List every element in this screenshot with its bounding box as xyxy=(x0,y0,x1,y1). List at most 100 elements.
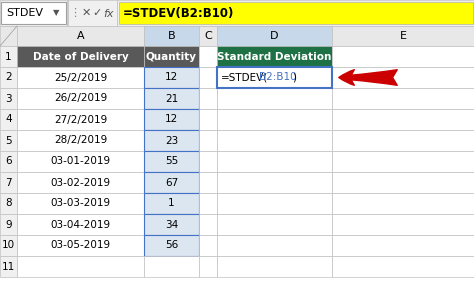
Bar xyxy=(17,88,144,109)
Bar xyxy=(144,193,199,214)
Text: 27/2/2019: 27/2/2019 xyxy=(54,115,107,125)
Text: fx: fx xyxy=(104,9,114,19)
Bar xyxy=(199,172,217,193)
Bar xyxy=(17,26,144,46)
Text: 8: 8 xyxy=(5,198,12,209)
Bar xyxy=(0,46,17,67)
Bar xyxy=(199,67,217,88)
Bar xyxy=(332,214,474,235)
Bar xyxy=(217,67,332,88)
Text: 9: 9 xyxy=(5,219,12,229)
Bar xyxy=(332,172,474,193)
Bar xyxy=(144,26,199,46)
Bar xyxy=(217,256,332,277)
Text: D: D xyxy=(270,31,279,41)
Bar xyxy=(332,46,474,67)
Bar xyxy=(217,88,332,109)
Text: 3: 3 xyxy=(5,93,12,103)
Text: ⋮: ⋮ xyxy=(69,8,81,18)
Bar xyxy=(0,109,17,130)
Text: 56: 56 xyxy=(165,241,178,251)
Bar xyxy=(0,0,474,26)
Bar xyxy=(0,214,17,235)
Bar xyxy=(144,109,199,130)
Bar xyxy=(17,172,144,193)
Text: =STDEV(: =STDEV( xyxy=(221,72,268,82)
Bar xyxy=(0,26,17,46)
Text: ▼: ▼ xyxy=(53,9,59,17)
Bar xyxy=(199,130,217,151)
Text: C: C xyxy=(204,31,212,41)
Bar xyxy=(0,151,17,172)
Text: 11: 11 xyxy=(2,262,15,272)
Bar xyxy=(0,88,17,109)
Text: ): ) xyxy=(292,72,296,82)
Text: B2:B10: B2:B10 xyxy=(259,72,297,82)
Text: B: B xyxy=(168,31,175,41)
Text: 03-01-2019: 03-01-2019 xyxy=(50,156,110,166)
Bar xyxy=(332,26,474,46)
Text: 6: 6 xyxy=(5,156,12,166)
Bar xyxy=(199,151,217,172)
Text: 03-03-2019: 03-03-2019 xyxy=(50,198,110,209)
Bar xyxy=(332,235,474,256)
Bar xyxy=(217,214,332,235)
Text: 7: 7 xyxy=(5,178,12,188)
Text: 12: 12 xyxy=(165,72,178,82)
Bar xyxy=(332,67,474,88)
Bar xyxy=(0,130,17,151)
Bar xyxy=(217,151,332,172)
Bar xyxy=(217,193,332,214)
Bar xyxy=(217,235,332,256)
Text: A: A xyxy=(77,31,84,41)
Text: 25/2/2019: 25/2/2019 xyxy=(54,72,107,82)
Bar xyxy=(17,130,144,151)
Bar xyxy=(332,256,474,277)
Bar xyxy=(217,109,332,130)
Bar xyxy=(17,235,144,256)
Bar xyxy=(332,193,474,214)
Bar xyxy=(67,0,69,26)
Bar xyxy=(217,46,332,67)
Text: 03-04-2019: 03-04-2019 xyxy=(50,219,110,229)
Bar xyxy=(199,109,217,130)
Bar xyxy=(199,256,217,277)
Text: 5: 5 xyxy=(5,135,12,146)
Text: 1: 1 xyxy=(168,198,175,209)
Text: 55: 55 xyxy=(165,156,178,166)
Bar xyxy=(17,151,144,172)
Bar xyxy=(17,256,144,277)
Text: 28/2/2019: 28/2/2019 xyxy=(54,135,107,146)
Text: STDEV: STDEV xyxy=(7,8,44,18)
Text: 23: 23 xyxy=(165,135,178,146)
Text: 03-02-2019: 03-02-2019 xyxy=(50,178,110,188)
Bar xyxy=(117,0,118,26)
Bar xyxy=(17,193,144,214)
Text: 10: 10 xyxy=(2,241,15,251)
Bar xyxy=(0,67,17,88)
Bar xyxy=(144,214,199,235)
Bar xyxy=(199,88,217,109)
Bar xyxy=(17,214,144,235)
Bar xyxy=(332,109,474,130)
Text: Quantity: Quantity xyxy=(146,52,197,62)
Bar xyxy=(0,256,17,277)
Text: 1: 1 xyxy=(5,52,12,62)
Bar xyxy=(217,130,332,151)
Bar xyxy=(332,130,474,151)
Text: 67: 67 xyxy=(165,178,178,188)
Bar xyxy=(199,193,217,214)
Text: 12: 12 xyxy=(165,115,178,125)
Text: 03-05-2019: 03-05-2019 xyxy=(50,241,110,251)
Text: ✕: ✕ xyxy=(82,8,91,18)
Bar xyxy=(119,2,473,24)
Bar xyxy=(199,46,217,67)
Bar xyxy=(17,46,144,67)
Bar xyxy=(17,109,144,130)
Bar xyxy=(144,151,199,172)
Bar xyxy=(217,172,332,193)
Bar xyxy=(144,235,199,256)
Bar xyxy=(144,88,199,109)
Text: Date of Delivery: Date of Delivery xyxy=(33,52,128,62)
Text: 4: 4 xyxy=(5,115,12,125)
